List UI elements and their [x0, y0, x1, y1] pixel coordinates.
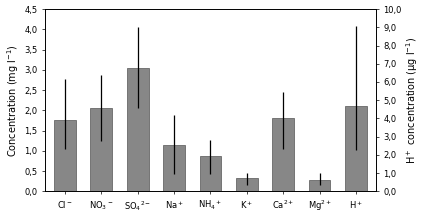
Y-axis label: H$^+$ concentration (μg l$^{-1}$): H$^+$ concentration (μg l$^{-1}$) — [405, 37, 420, 164]
Bar — [272, 118, 294, 191]
Bar — [90, 108, 112, 191]
Bar — [236, 178, 258, 191]
Y-axis label: Concentration (mg l$^{-1}$): Concentration (mg l$^{-1}$) — [6, 44, 21, 157]
Bar — [308, 180, 331, 191]
Bar — [163, 145, 185, 191]
Bar — [199, 156, 222, 191]
Bar — [127, 68, 149, 191]
Bar — [54, 120, 76, 191]
Bar — [345, 106, 367, 191]
